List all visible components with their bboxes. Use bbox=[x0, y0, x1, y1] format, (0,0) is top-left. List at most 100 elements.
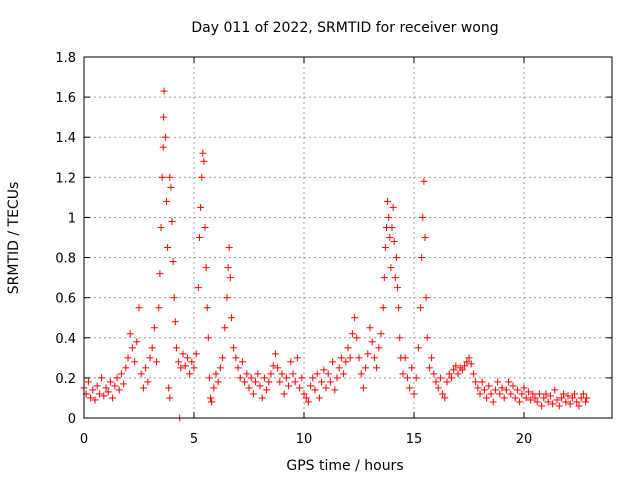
data-point bbox=[322, 384, 330, 392]
data-point bbox=[156, 270, 164, 278]
data-point bbox=[420, 177, 428, 185]
data-point bbox=[265, 378, 273, 386]
data-points bbox=[80, 87, 591, 422]
data-point bbox=[236, 374, 244, 382]
x-tick-label: 5 bbox=[190, 432, 198, 447]
data-point bbox=[335, 364, 343, 372]
data-point bbox=[452, 362, 460, 370]
data-point bbox=[263, 386, 271, 394]
data-point bbox=[208, 398, 216, 406]
data-point bbox=[531, 394, 539, 402]
data-point bbox=[351, 314, 359, 322]
data-point bbox=[201, 223, 209, 231]
data-point bbox=[249, 390, 257, 398]
data-point bbox=[414, 344, 422, 352]
data-point bbox=[346, 354, 354, 362]
data-point bbox=[137, 370, 145, 378]
data-point bbox=[258, 394, 266, 402]
data-point bbox=[318, 378, 326, 386]
data-point bbox=[562, 398, 570, 406]
data-point bbox=[419, 213, 427, 221]
data-point bbox=[340, 370, 348, 378]
data-point bbox=[113, 374, 121, 382]
data-point bbox=[421, 234, 429, 241]
data-point bbox=[432, 378, 440, 386]
data-point bbox=[575, 402, 583, 410]
data-point bbox=[166, 394, 174, 402]
data-point bbox=[146, 354, 154, 362]
data-point bbox=[329, 358, 337, 366]
data-point bbox=[133, 338, 141, 346]
data-point bbox=[496, 390, 504, 398]
data-point bbox=[520, 384, 528, 392]
data-point bbox=[117, 370, 125, 378]
data-point bbox=[579, 390, 587, 398]
data-point bbox=[252, 378, 260, 386]
data-point bbox=[434, 384, 442, 392]
data-point bbox=[391, 274, 399, 282]
data-point bbox=[144, 378, 152, 386]
data-point bbox=[131, 358, 139, 366]
data-point bbox=[461, 362, 469, 370]
data-point bbox=[296, 384, 304, 392]
data-point bbox=[230, 344, 238, 352]
data-point bbox=[135, 304, 143, 312]
data-point bbox=[227, 314, 235, 322]
data-point bbox=[551, 386, 559, 394]
data-point bbox=[441, 394, 449, 402]
data-point bbox=[344, 344, 352, 352]
data-point bbox=[155, 304, 163, 312]
data-point bbox=[546, 392, 554, 400]
data-point bbox=[396, 334, 404, 342]
data-point bbox=[403, 374, 411, 382]
data-point bbox=[198, 173, 206, 181]
data-point bbox=[395, 304, 403, 312]
data-point bbox=[355, 354, 363, 362]
data-point bbox=[302, 394, 310, 402]
data-point bbox=[304, 398, 312, 406]
data-point bbox=[300, 390, 308, 398]
data-point bbox=[95, 390, 103, 398]
data-point bbox=[177, 364, 185, 372]
data-point bbox=[167, 183, 175, 191]
data-point bbox=[463, 358, 471, 366]
data-point bbox=[406, 384, 414, 392]
x-tick-label: 20 bbox=[516, 432, 533, 447]
data-point bbox=[342, 358, 350, 366]
data-point bbox=[271, 350, 279, 358]
data-point bbox=[170, 294, 178, 302]
data-point bbox=[106, 378, 114, 386]
data-point bbox=[428, 354, 436, 362]
data-point bbox=[320, 366, 328, 374]
y-tick-label: 0.8 bbox=[55, 252, 76, 267]
data-point bbox=[278, 370, 286, 378]
x-tick-label: 15 bbox=[406, 432, 423, 447]
data-point bbox=[386, 234, 394, 241]
data-point bbox=[362, 364, 370, 372]
data-point bbox=[207, 394, 214, 402]
data-point bbox=[553, 396, 561, 404]
data-point bbox=[165, 384, 173, 392]
data-point bbox=[582, 398, 590, 406]
data-point bbox=[568, 394, 576, 402]
y-axis-label: SRMTID / TECUs bbox=[6, 182, 22, 295]
y-tick-label: 1.6 bbox=[55, 91, 76, 106]
data-point bbox=[91, 396, 99, 404]
data-point bbox=[524, 388, 532, 396]
data-point bbox=[157, 223, 165, 231]
data-point bbox=[491, 386, 499, 394]
data-point bbox=[188, 358, 196, 366]
data-point bbox=[214, 378, 222, 386]
data-point bbox=[573, 398, 581, 406]
data-point bbox=[205, 374, 213, 382]
data-point bbox=[566, 400, 574, 408]
y-tick-label: 1 bbox=[68, 211, 76, 226]
data-point bbox=[489, 398, 497, 406]
data-point bbox=[423, 334, 431, 342]
data-point bbox=[538, 402, 546, 410]
data-point bbox=[443, 378, 451, 386]
data-point bbox=[357, 370, 365, 378]
data-point bbox=[126, 330, 134, 338]
y-tick-label: 1.2 bbox=[55, 171, 76, 186]
data-point bbox=[502, 386, 510, 394]
